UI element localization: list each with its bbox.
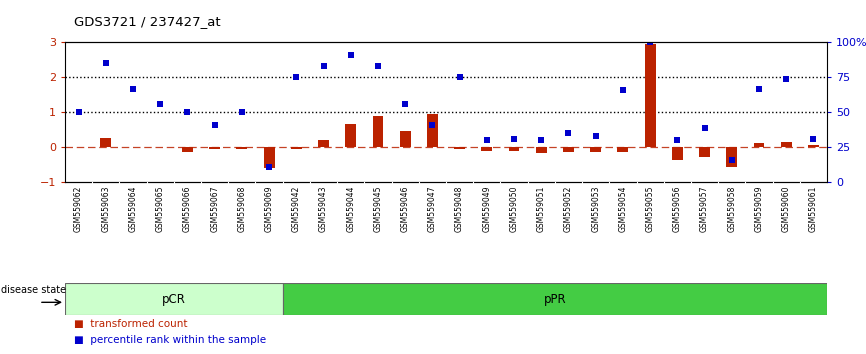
Text: GSM559067: GSM559067 bbox=[210, 185, 219, 232]
Bar bbox=[282, 283, 827, 315]
Bar bbox=[644, 44, 656, 147]
Text: GSM559066: GSM559066 bbox=[183, 185, 192, 232]
Bar bbox=[236, 147, 248, 149]
Point bbox=[616, 87, 630, 93]
Point bbox=[99, 61, 113, 66]
Text: GSM559043: GSM559043 bbox=[319, 185, 328, 232]
Bar bbox=[65, 283, 282, 315]
Text: GSM559063: GSM559063 bbox=[101, 185, 110, 232]
Text: GSM559046: GSM559046 bbox=[401, 185, 410, 232]
Point bbox=[561, 131, 575, 136]
Bar bbox=[291, 147, 301, 149]
Text: disease state: disease state bbox=[1, 285, 66, 295]
Point bbox=[180, 110, 194, 115]
Bar bbox=[427, 114, 438, 147]
Text: GSM559058: GSM559058 bbox=[727, 185, 736, 232]
Text: GSM559059: GSM559059 bbox=[754, 185, 764, 232]
Text: GSM559056: GSM559056 bbox=[673, 185, 682, 232]
Point bbox=[534, 138, 548, 143]
Bar bbox=[100, 138, 111, 147]
Text: GSM559051: GSM559051 bbox=[537, 185, 546, 232]
Bar bbox=[318, 140, 329, 147]
Bar bbox=[672, 147, 682, 160]
Text: GSM559064: GSM559064 bbox=[128, 185, 138, 232]
Bar bbox=[182, 147, 193, 152]
Text: GSM559055: GSM559055 bbox=[646, 185, 655, 232]
Point bbox=[806, 136, 820, 142]
Bar bbox=[699, 147, 710, 157]
Bar bbox=[808, 144, 819, 147]
Text: pCR: pCR bbox=[162, 293, 185, 306]
Text: GSM559050: GSM559050 bbox=[509, 185, 519, 232]
Text: GSM559062: GSM559062 bbox=[74, 185, 83, 232]
Point bbox=[480, 138, 494, 143]
Point bbox=[208, 122, 222, 128]
Point bbox=[779, 76, 793, 82]
Point bbox=[453, 75, 467, 80]
Text: GSM559049: GSM559049 bbox=[482, 185, 491, 232]
Point bbox=[670, 138, 684, 143]
Point bbox=[643, 40, 657, 45]
Point bbox=[398, 101, 412, 107]
Text: GSM559057: GSM559057 bbox=[700, 185, 709, 232]
Bar bbox=[508, 147, 520, 151]
Bar bbox=[781, 142, 792, 147]
Text: GSM559047: GSM559047 bbox=[428, 185, 436, 232]
Bar bbox=[372, 116, 384, 147]
Bar bbox=[400, 131, 410, 147]
Text: GSM559060: GSM559060 bbox=[782, 185, 791, 232]
Text: GSM559054: GSM559054 bbox=[618, 185, 627, 232]
Text: GSM559061: GSM559061 bbox=[809, 185, 818, 232]
Text: GSM559065: GSM559065 bbox=[156, 185, 165, 232]
Point bbox=[235, 110, 249, 115]
Point bbox=[317, 63, 331, 69]
Point bbox=[698, 125, 712, 131]
Bar bbox=[210, 147, 220, 149]
Bar bbox=[617, 147, 629, 152]
Bar bbox=[263, 147, 275, 168]
Text: pPR: pPR bbox=[544, 293, 566, 306]
Bar bbox=[481, 147, 492, 151]
Text: GSM559048: GSM559048 bbox=[456, 185, 464, 232]
Text: GSM559052: GSM559052 bbox=[564, 185, 573, 232]
Text: GSM559068: GSM559068 bbox=[237, 185, 246, 232]
Point bbox=[126, 86, 140, 91]
Text: GSM559069: GSM559069 bbox=[265, 185, 274, 232]
Point bbox=[371, 63, 385, 69]
Bar bbox=[536, 147, 546, 153]
Point bbox=[153, 101, 167, 107]
Bar bbox=[591, 147, 601, 152]
Bar bbox=[563, 147, 574, 152]
Text: ■  percentile rank within the sample: ■ percentile rank within the sample bbox=[74, 335, 266, 344]
Bar bbox=[753, 143, 765, 147]
Point bbox=[289, 75, 303, 80]
Point bbox=[344, 52, 358, 58]
Point bbox=[507, 136, 521, 142]
Text: GSM559045: GSM559045 bbox=[373, 185, 383, 232]
Text: GSM559053: GSM559053 bbox=[591, 185, 600, 232]
Bar bbox=[346, 124, 356, 147]
Bar bbox=[727, 147, 737, 167]
Point bbox=[752, 86, 766, 91]
Text: GSM559042: GSM559042 bbox=[292, 185, 301, 232]
Text: GDS3721 / 237427_at: GDS3721 / 237427_at bbox=[74, 15, 220, 28]
Point bbox=[589, 133, 603, 139]
Point bbox=[725, 157, 739, 163]
Text: GSM559044: GSM559044 bbox=[346, 185, 355, 232]
Bar bbox=[454, 147, 465, 149]
Point bbox=[262, 164, 276, 170]
Point bbox=[72, 110, 86, 115]
Text: ■  transformed count: ■ transformed count bbox=[74, 319, 187, 329]
Point bbox=[425, 122, 439, 128]
